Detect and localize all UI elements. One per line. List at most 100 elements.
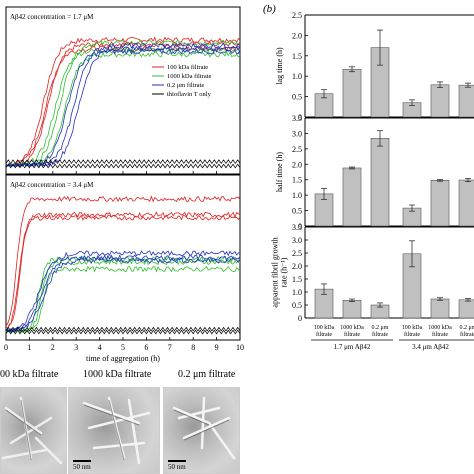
y-axis-label: lag time (h) [275, 47, 284, 85]
fibril-image-3 [172, 396, 236, 460]
series-line [5, 46, 241, 167]
bar [430, 84, 450, 118]
micrograph-02um: 50 nm [163, 387, 240, 474]
series-line [5, 257, 241, 333]
x-tick-label: 2 [51, 343, 55, 352]
group-label: 1.7 μm Aβ42 [334, 343, 371, 351]
x-tick-label: 4 [98, 343, 102, 352]
series-line [5, 45, 241, 168]
kinetic-chart-0: Aβ42 concentration = 1.7 μM 100 kDa filtr… [5, 6, 241, 175]
fibril-image-1 [1, 396, 63, 465]
x-tick-label: 9 [215, 343, 219, 352]
category-label: filtrate [460, 331, 474, 338]
micrograph-100kda [0, 387, 67, 474]
panel-b-bar-charts: (b) 0 0.5 1.0 1.5 2.0 2.5 lag time (h) 0 0.5 1.0 1.… [263, 3, 474, 351]
legend-label: thioflavin T only [167, 91, 212, 98]
group-label: 3.4 μm Aβ42 [412, 343, 449, 351]
series-line-thioflavin [5, 329, 241, 335]
y-tick-label: 0 [298, 222, 302, 231]
series-line [5, 195, 241, 327]
concentration-annotation: Aβ42 concentration = 3.4 μM [10, 181, 94, 189]
x-axis-label: time of aggregation (h) [86, 354, 160, 363]
x-tick-label: 8 [191, 343, 195, 352]
category-label: 100 kDa [402, 325, 423, 331]
category-label: filtrate [404, 331, 420, 338]
y-tick-label: 1.0 [292, 191, 302, 200]
category-label: 0.2 μm [372, 325, 389, 331]
series-line [5, 211, 241, 333]
scale-bar-3 [168, 460, 186, 462]
series-line [6, 39, 241, 167]
category-label: 1000 kDa [428, 325, 452, 331]
series-line [5, 265, 241, 333]
category-label: 1000 kDa [340, 325, 364, 331]
panel-b-label: (b) [263, 3, 276, 15]
x-tick-label: 0 [4, 343, 8, 352]
micrograph-caption-2: 1000 kDa filtrate [83, 369, 152, 380]
concentration-annotation: Aβ42 concentration = 1.7 μM [10, 13, 94, 21]
y-axis-label: rate (h⁻¹) [280, 257, 289, 287]
series-line [5, 48, 241, 167]
x-tick-label: 7 [168, 343, 172, 352]
x-tick-label: 1 [27, 343, 31, 352]
y-tick-label: 2.0 [292, 160, 302, 169]
scale-bar-2 [73, 460, 91, 462]
y-tick-label: 1.0 [292, 288, 302, 297]
micrograph-caption-3: 0.2 μm filtrate [178, 369, 236, 380]
bar-chart-1: 0 0.5 1.0 1.5 2.0 2.5 3.0 3.5 half time (h) [275, 114, 474, 231]
bar-chart-2: 0 0.5 1.0 1.5 2.0 2.5 3.0 3.5 apparent fibril gr… [271, 223, 474, 351]
series-line [5, 42, 241, 167]
y-tick-label: 3.5 [292, 114, 302, 123]
bar [370, 138, 390, 227]
category-label: 100 kDa [314, 325, 335, 331]
bar [430, 298, 450, 319]
series-line [5, 250, 241, 333]
category-label: 0.2 μm [460, 325, 474, 331]
legend-label: 100 kDa filtrate [167, 64, 208, 71]
y-tick-label: 3.0 [292, 129, 302, 138]
category-label: filtrate [344, 331, 360, 338]
y-tick-label: 2.5 [292, 249, 302, 258]
bar [458, 299, 474, 319]
category-label: filtrate [316, 331, 332, 338]
series-line [5, 214, 241, 329]
bar [458, 84, 474, 118]
y-tick-label: 0.5 [292, 301, 302, 310]
bar-chart-0: 0 0.5 1.0 1.5 2.0 2.5 lag time (h) [275, 11, 474, 122]
kinetic-chart-1: Aβ42 concentration = 3.4 μM 0 1 2 3 4 5 6 7 8 9 10 t… [4, 174, 244, 363]
series-line [5, 36, 241, 167]
series-line-thioflavin [5, 326, 241, 332]
bar [342, 68, 362, 118]
micrograph-caption-1: 00 kDa filtrate [0, 369, 59, 380]
x-tick-label: 3 [74, 343, 78, 352]
bar [430, 180, 450, 227]
series-line [5, 255, 241, 333]
x-tick-label: 5 [121, 343, 125, 352]
plot-frame [5, 174, 241, 341]
series-line-thioflavin [5, 159, 241, 165]
y-tick-label: 2.5 [292, 145, 302, 154]
micrograph-1000kda: 50 nm [68, 387, 160, 474]
y-tick-label: 2.5 [292, 11, 302, 20]
x-tick-label: 6 [144, 343, 148, 352]
y-tick-label: 0.5 [292, 93, 302, 102]
x-tick-label: 10 [236, 343, 244, 352]
series-line [5, 254, 241, 333]
y-tick-label: 0 [298, 113, 302, 122]
scale-label-2: 50 nm [73, 463, 91, 471]
panel-a-kinetics: Aβ42 concentration = 1.7 μM 100 kDa filtr… [4, 6, 244, 363]
bar [342, 300, 362, 319]
legend-label: 1000 kDa filtrate [167, 73, 212, 80]
category-label: filtrate [372, 331, 388, 338]
y-tick-label: 1.5 [292, 176, 302, 185]
y-tick-label: 1.5 [292, 52, 302, 61]
bar [458, 179, 474, 227]
scale-label-3: 50 nm [168, 463, 186, 471]
y-axis-label: half time (h) [275, 152, 284, 192]
category-label: filtrate [432, 331, 448, 338]
y-tick-label: 3.5 [292, 223, 302, 232]
y-tick-label: 2.0 [292, 31, 302, 40]
y-tick-label: 1.0 [292, 72, 302, 81]
y-tick-label: 2.0 [292, 262, 302, 271]
